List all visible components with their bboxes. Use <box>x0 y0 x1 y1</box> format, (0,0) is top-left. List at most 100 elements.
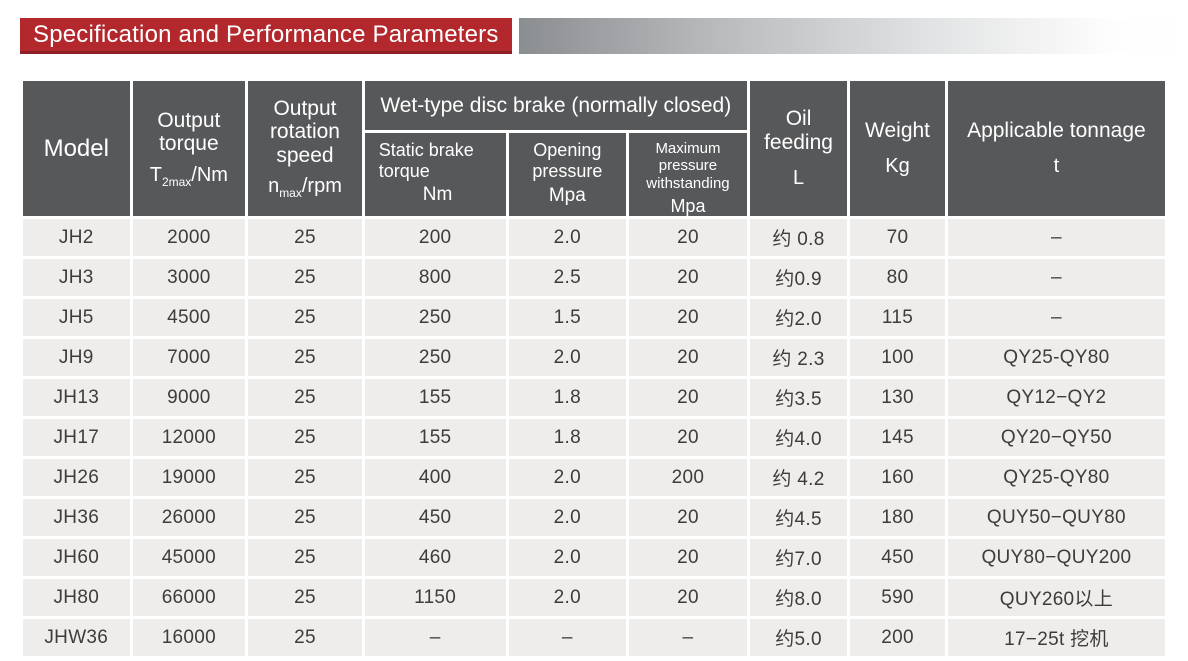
cell-torque: 7000 <box>132 339 246 377</box>
cell-speed: 25 <box>248 299 362 337</box>
cell-model: JH60 <box>23 539 130 577</box>
table-row: JH3 3000 25 800 2.5 20 约0.9 80– <box>23 259 1165 297</box>
header-applicable-tonnage-label: Applicable tonnage <box>967 119 1146 143</box>
cell-tonnage: – <box>947 219 1165 257</box>
cell-opening: 2.0 <box>508 219 627 257</box>
table-row: JHW36 16000 25– – – 约5.0 200 17−25t 挖机 <box>23 619 1165 657</box>
cell-static-torque: 155 <box>364 419 506 457</box>
cell-torque: 9000 <box>132 379 246 417</box>
header-static-brake-torque: Static brake torque Nm <box>364 133 506 217</box>
cell-oil: 约 4.2 <box>749 459 848 497</box>
cell-speed: 25 <box>248 459 362 497</box>
cell-static-torque: 250 <box>364 299 506 337</box>
cell-opening: 2.0 <box>508 499 627 537</box>
cell-tonnage: QY25-QY80 <box>947 459 1165 497</box>
cell-oil: 约4.5 <box>749 499 848 537</box>
cell-tonnage: QY25-QY80 <box>947 339 1165 377</box>
cell-weight: 70 <box>850 219 945 257</box>
cell-max-pressure: 20 <box>629 339 747 377</box>
table-row: JH13 9000 25 155 1.8 20 约3.5 130 QY12−QY2 <box>23 379 1165 417</box>
cell-model: JH80 <box>23 579 130 617</box>
header-static-brake-line1: Static brake <box>378 140 474 160</box>
cell-torque: 45000 <box>132 539 246 577</box>
cell-model: JH5 <box>23 299 130 337</box>
cell-weight: 180 <box>850 499 945 537</box>
cell-speed: 25 <box>248 379 362 417</box>
table-row: JH36 26000 25 450 2.0 20 约4.5 180 QUY50−QUY80 <box>23 499 1165 537</box>
cell-model: JH36 <box>23 499 130 537</box>
cell-tonnage: QY12−QY2 <box>947 379 1165 417</box>
header-output-speed-line1: Output <box>273 96 337 120</box>
header-opening-pressure: Opening pressure Mpa <box>508 133 627 217</box>
cell-oil: 约8.0 <box>749 579 848 617</box>
cell-speed: 25 <box>248 419 362 457</box>
cell-max-pressure: 200 <box>629 459 747 497</box>
table-header: Model Output torque T2max/Nm Output rota… <box>23 81 1165 217</box>
cell-model: JH17 <box>23 419 130 457</box>
cell-oil: 约5.0 <box>749 619 848 657</box>
cell-torque: 19000 <box>132 459 246 497</box>
cell-speed: 25 <box>248 499 362 537</box>
cell-model: JH13 <box>23 379 130 417</box>
cell-torque: 26000 <box>132 499 246 537</box>
title-gradient-bar <box>518 18 1188 54</box>
cell-torque: 66000 <box>132 579 246 617</box>
cell-tonnage: – <box>947 259 1165 297</box>
cell-model: JHW36 <box>23 619 130 657</box>
cell-max-pressure: 20 <box>629 419 747 457</box>
header-opening-line1: Opening <box>533 140 602 160</box>
cell-speed: 25 <box>248 619 362 657</box>
cell-max-pressure: 20 <box>629 539 747 577</box>
title-banner-row: Specification and Performance Parameters <box>20 18 1188 54</box>
cell-static-torque: 460 <box>364 539 506 577</box>
cell-weight: 80 <box>850 259 945 297</box>
header-output-torque-line1: Output <box>157 108 221 132</box>
cell-weight: 145 <box>850 419 945 457</box>
cell-oil: 约 0.8 <box>749 219 848 257</box>
cell-weight: 160 <box>850 459 945 497</box>
header-oil-feeding: Oil feeding L <box>749 81 848 217</box>
cell-static-torque: 155 <box>364 379 506 417</box>
cell-torque: 3000 <box>132 259 246 297</box>
header-output-torque-symbol: T2max/Nm <box>149 163 228 189</box>
cell-model: JH2 <box>23 219 130 257</box>
header-weight-label: Weight <box>865 119 931 143</box>
cell-weight: 450 <box>850 539 945 577</box>
header-static-brake-unit: Nm <box>422 184 453 206</box>
cell-tonnage: 17−25t 挖机 <box>947 619 1165 657</box>
header-output-speed: Output rotation speed nmax/rpm <box>248 81 362 217</box>
cell-max-pressure: – <box>629 619 747 657</box>
cell-torque: 12000 <box>132 419 246 457</box>
cell-static-torque: 1150 <box>364 579 506 617</box>
cell-model: JH26 <box>23 459 130 497</box>
header-weight-unit: Kg <box>885 155 910 178</box>
cell-static-torque: 250 <box>364 339 506 377</box>
header-applicable-tonnage: Applicable tonnage t <box>947 81 1165 217</box>
header-wet-disc-brake-group: Wet-type disc brake (normally closed) <box>364 81 747 130</box>
table-row: JH5 4500 25 250 1.5 20 约2.0 115– <box>23 299 1165 337</box>
header-output-torque: Output torque T2max/Nm <box>132 81 246 217</box>
cell-static-torque: 400 <box>364 459 506 497</box>
cell-opening: 1.8 <box>508 419 627 457</box>
header-opening-line2: pressure <box>532 160 603 181</box>
header-static-brake-line2: torque <box>378 160 430 181</box>
cell-weight: 590 <box>850 579 945 617</box>
cell-tonnage: – <box>947 299 1165 337</box>
cell-tonnage: QY20−QY50 <box>947 419 1165 457</box>
table-row: JH80 66000 25 1150 2.0 20 约8.0 590 QUY260以上 <box>23 579 1165 617</box>
cell-oil: 约4.0 <box>749 419 848 457</box>
cell-oil: 约 2.3 <box>749 339 848 377</box>
cell-speed: 25 <box>248 219 362 257</box>
cell-opening: 2.0 <box>508 539 627 577</box>
cell-model: JH9 <box>23 339 130 377</box>
cell-weight: 200 <box>850 619 945 657</box>
cell-tonnage: QUY80−QUY200 <box>947 539 1165 577</box>
cell-max-pressure: 20 <box>629 259 747 297</box>
cell-tonnage: QUY260以上 <box>947 579 1165 617</box>
header-max-pressure-line1: Maximum pressure <box>655 140 721 175</box>
cell-weight: 100 <box>850 339 945 377</box>
cell-speed: 25 <box>248 579 362 617</box>
cell-max-pressure: 20 <box>629 499 747 537</box>
header-weight: Weight Kg <box>850 81 945 217</box>
cell-max-pressure: 20 <box>629 219 747 257</box>
